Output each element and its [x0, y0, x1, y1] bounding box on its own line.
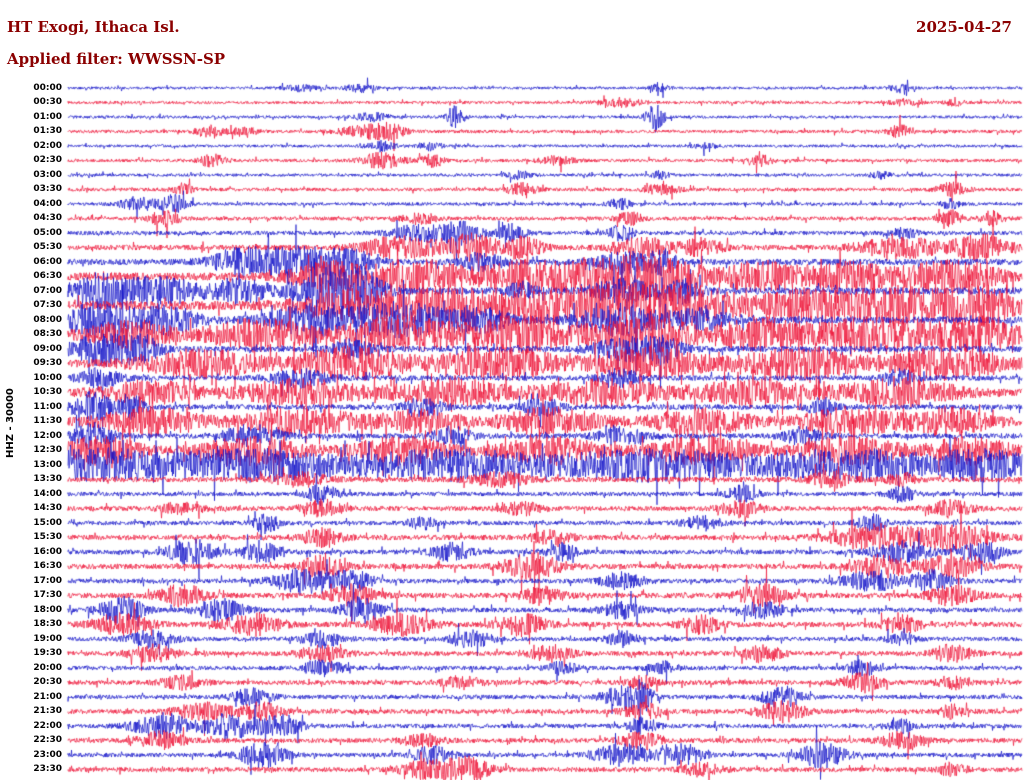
time-label: 23:30: [33, 764, 62, 774]
time-label: 17:30: [33, 590, 62, 600]
time-label: 17:00: [33, 575, 62, 586]
time-label: 01:30: [33, 126, 62, 136]
time-label: 07:30: [33, 300, 62, 310]
filter-label: Applied filter: WWSSN-SP: [7, 50, 226, 68]
time-label: 00:30: [33, 97, 62, 107]
time-label: 08:30: [33, 329, 62, 339]
time-label: 19:00: [33, 633, 62, 644]
time-label: 11:30: [33, 416, 62, 426]
time-label: 22:30: [33, 735, 62, 745]
time-label: 19:30: [33, 648, 62, 658]
time-label: 02:30: [33, 155, 62, 165]
time-label: 10:30: [33, 387, 62, 397]
time-label: 03:00: [33, 169, 62, 180]
time-label: 09:00: [33, 343, 62, 354]
time-label: 21:30: [33, 706, 62, 716]
time-label: 09:30: [33, 358, 62, 368]
time-label: 20:00: [33, 662, 62, 673]
time-label: 13:00: [33, 459, 62, 470]
time-label: 10:00: [33, 372, 62, 383]
time-label: 16:30: [33, 561, 62, 571]
time-label: 05:00: [33, 227, 62, 238]
time-label: 18:30: [33, 619, 62, 629]
station-title: HT Exogi, Ithaca Isl.: [7, 18, 180, 36]
time-label: 14:30: [33, 503, 62, 513]
time-label: 15:00: [33, 517, 62, 528]
time-label: 01:00: [33, 111, 62, 122]
date-label: 2025-04-27: [916, 18, 1012, 36]
time-label: 15:30: [33, 532, 62, 542]
time-label: 06:30: [33, 271, 62, 281]
time-label: 12:30: [33, 445, 62, 455]
time-label: 00:00: [33, 82, 62, 93]
time-label: 11:00: [33, 401, 62, 412]
time-label: 04:30: [33, 213, 62, 223]
time-label: 02:00: [33, 140, 62, 151]
time-label: 21:00: [33, 691, 62, 702]
time-label: 12:00: [33, 430, 62, 441]
time-label: 06:00: [33, 256, 62, 267]
time-label: 20:30: [33, 677, 62, 687]
time-label: 22:00: [33, 720, 62, 731]
time-label: 14:00: [33, 488, 62, 499]
time-label: 08:00: [33, 314, 62, 325]
time-label: 16:00: [33, 546, 62, 557]
time-label: 05:30: [33, 242, 62, 252]
time-label: 23:00: [33, 749, 62, 760]
channel-label: HHZ - 30000: [5, 388, 16, 458]
time-label: 18:00: [33, 604, 62, 615]
time-label: 13:30: [33, 474, 62, 484]
time-label: 04:00: [33, 198, 62, 209]
time-label: 03:30: [33, 184, 62, 194]
time-label: 07:00: [33, 285, 62, 296]
